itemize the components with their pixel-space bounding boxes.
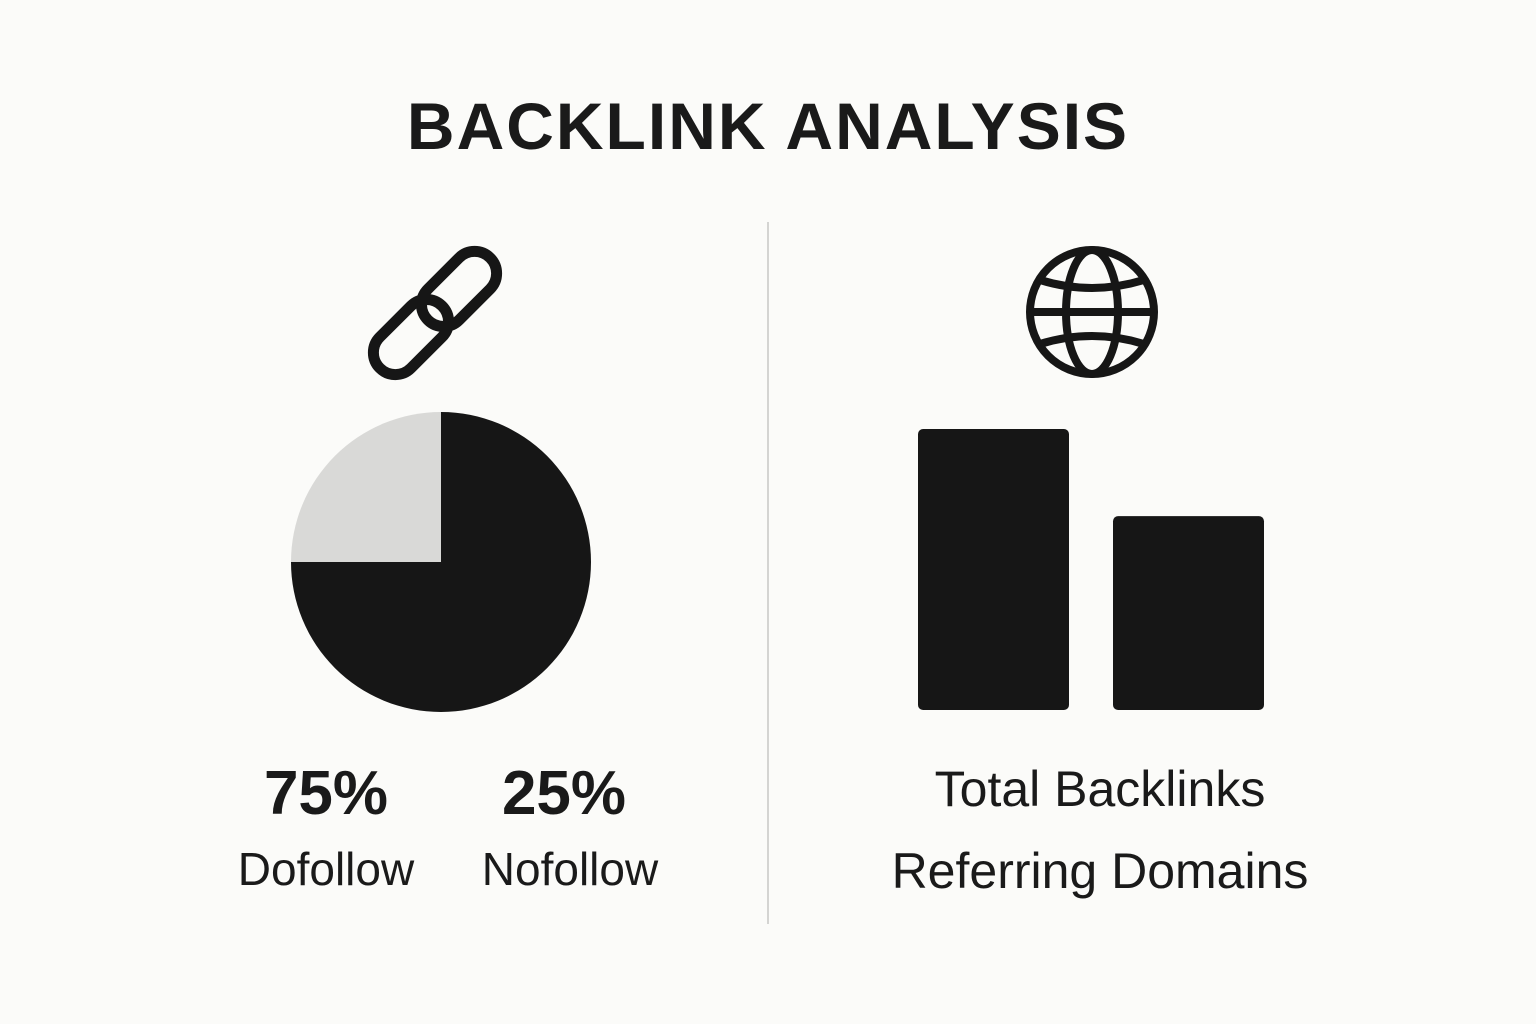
pie-slice-nofollow [291,412,441,562]
nofollow-percent: 25% [501,759,627,828]
bar-referring-domains [1113,516,1264,710]
bar-total-backlinks [918,429,1069,710]
pie-chart [291,412,591,712]
link-icon [367,245,503,381]
total-backlinks-label: Total Backlinks [934,761,1266,817]
bar-chart [918,429,1264,710]
referring-domains-label: Referring Domains [891,843,1309,899]
dofollow-label: Dofollow [237,843,415,895]
dofollow-percent: 75% [263,759,389,828]
globe-icon [1026,246,1158,378]
page-title: BACKLINK ANALYSIS [406,89,1130,163]
nofollow-label: Nofollow [481,843,659,895]
divider [767,222,769,924]
